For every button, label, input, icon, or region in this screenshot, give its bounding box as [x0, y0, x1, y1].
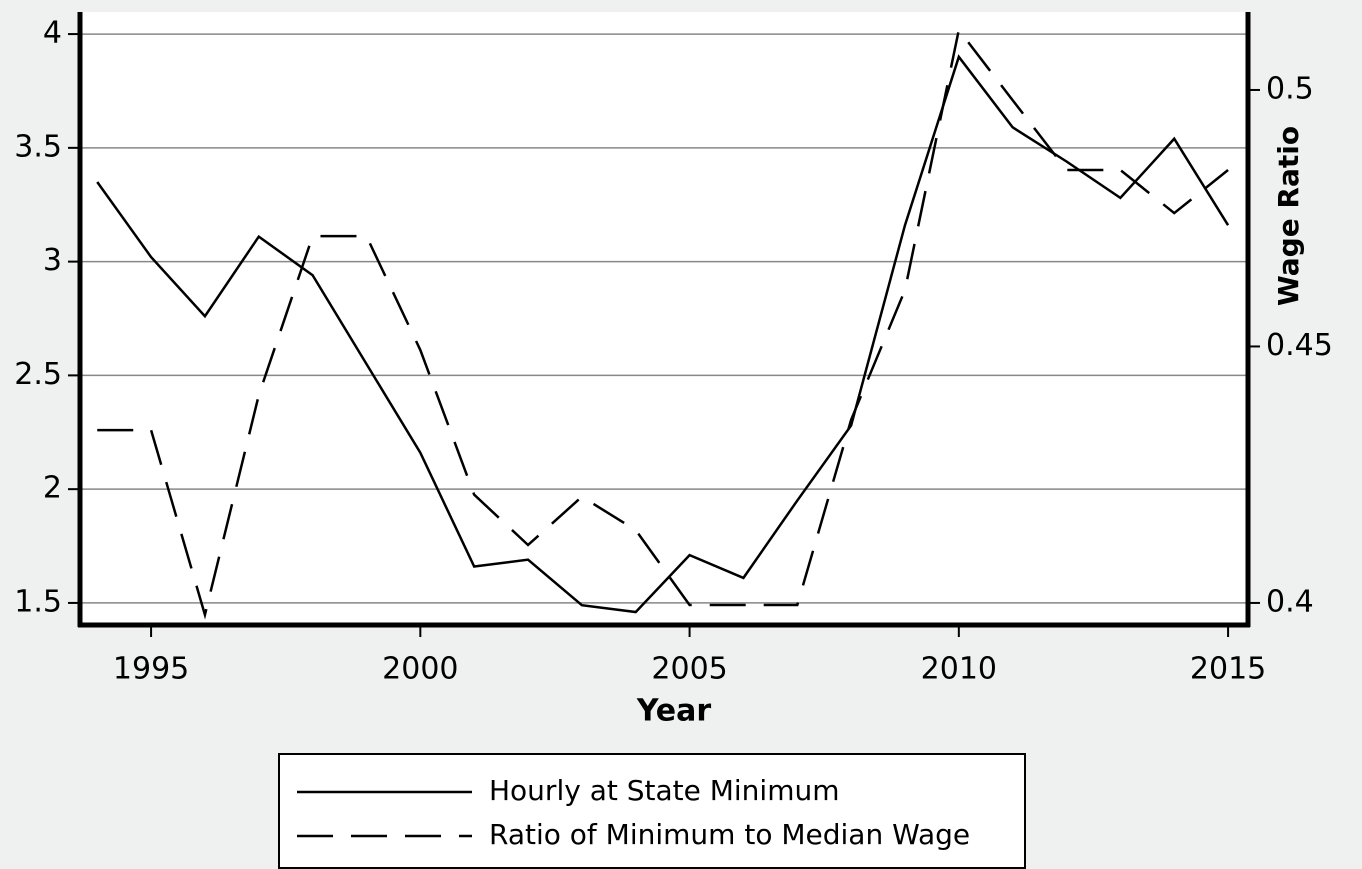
plot-area: [80, 12, 1248, 625]
y2-tick-label: 0.45: [1266, 328, 1333, 363]
y-tick-label: 2: [43, 471, 62, 506]
y-tick-label: 2.5: [14, 357, 62, 392]
y-tick-label: 4: [43, 16, 62, 51]
legend-label: Hourly at State Minimum: [489, 774, 840, 807]
legend-label: Ratio of Minimum to Median Wage: [489, 818, 970, 851]
y2-tick-label: 0.5: [1266, 71, 1314, 106]
x-tick-label: 1995: [113, 652, 189, 687]
x-axis-title: Year: [636, 694, 712, 729]
x-tick-label: 2005: [651, 652, 727, 687]
series-line: [97, 27, 1229, 620]
y2-tick-label: 0.4: [1266, 584, 1314, 619]
y-tick-label: 3.5: [14, 129, 62, 164]
y-tick-label: 1.5: [14, 584, 62, 619]
y2-axis-title: Wage Ratio: [1272, 126, 1305, 306]
x-tick-label: 2015: [1190, 652, 1266, 687]
x-tick-label: 2000: [382, 652, 458, 687]
y-tick-label: 3: [43, 243, 62, 278]
legend-box: [278, 753, 1026, 869]
x-tick-label: 2010: [921, 652, 997, 687]
series-line: [96, 54, 1230, 614]
